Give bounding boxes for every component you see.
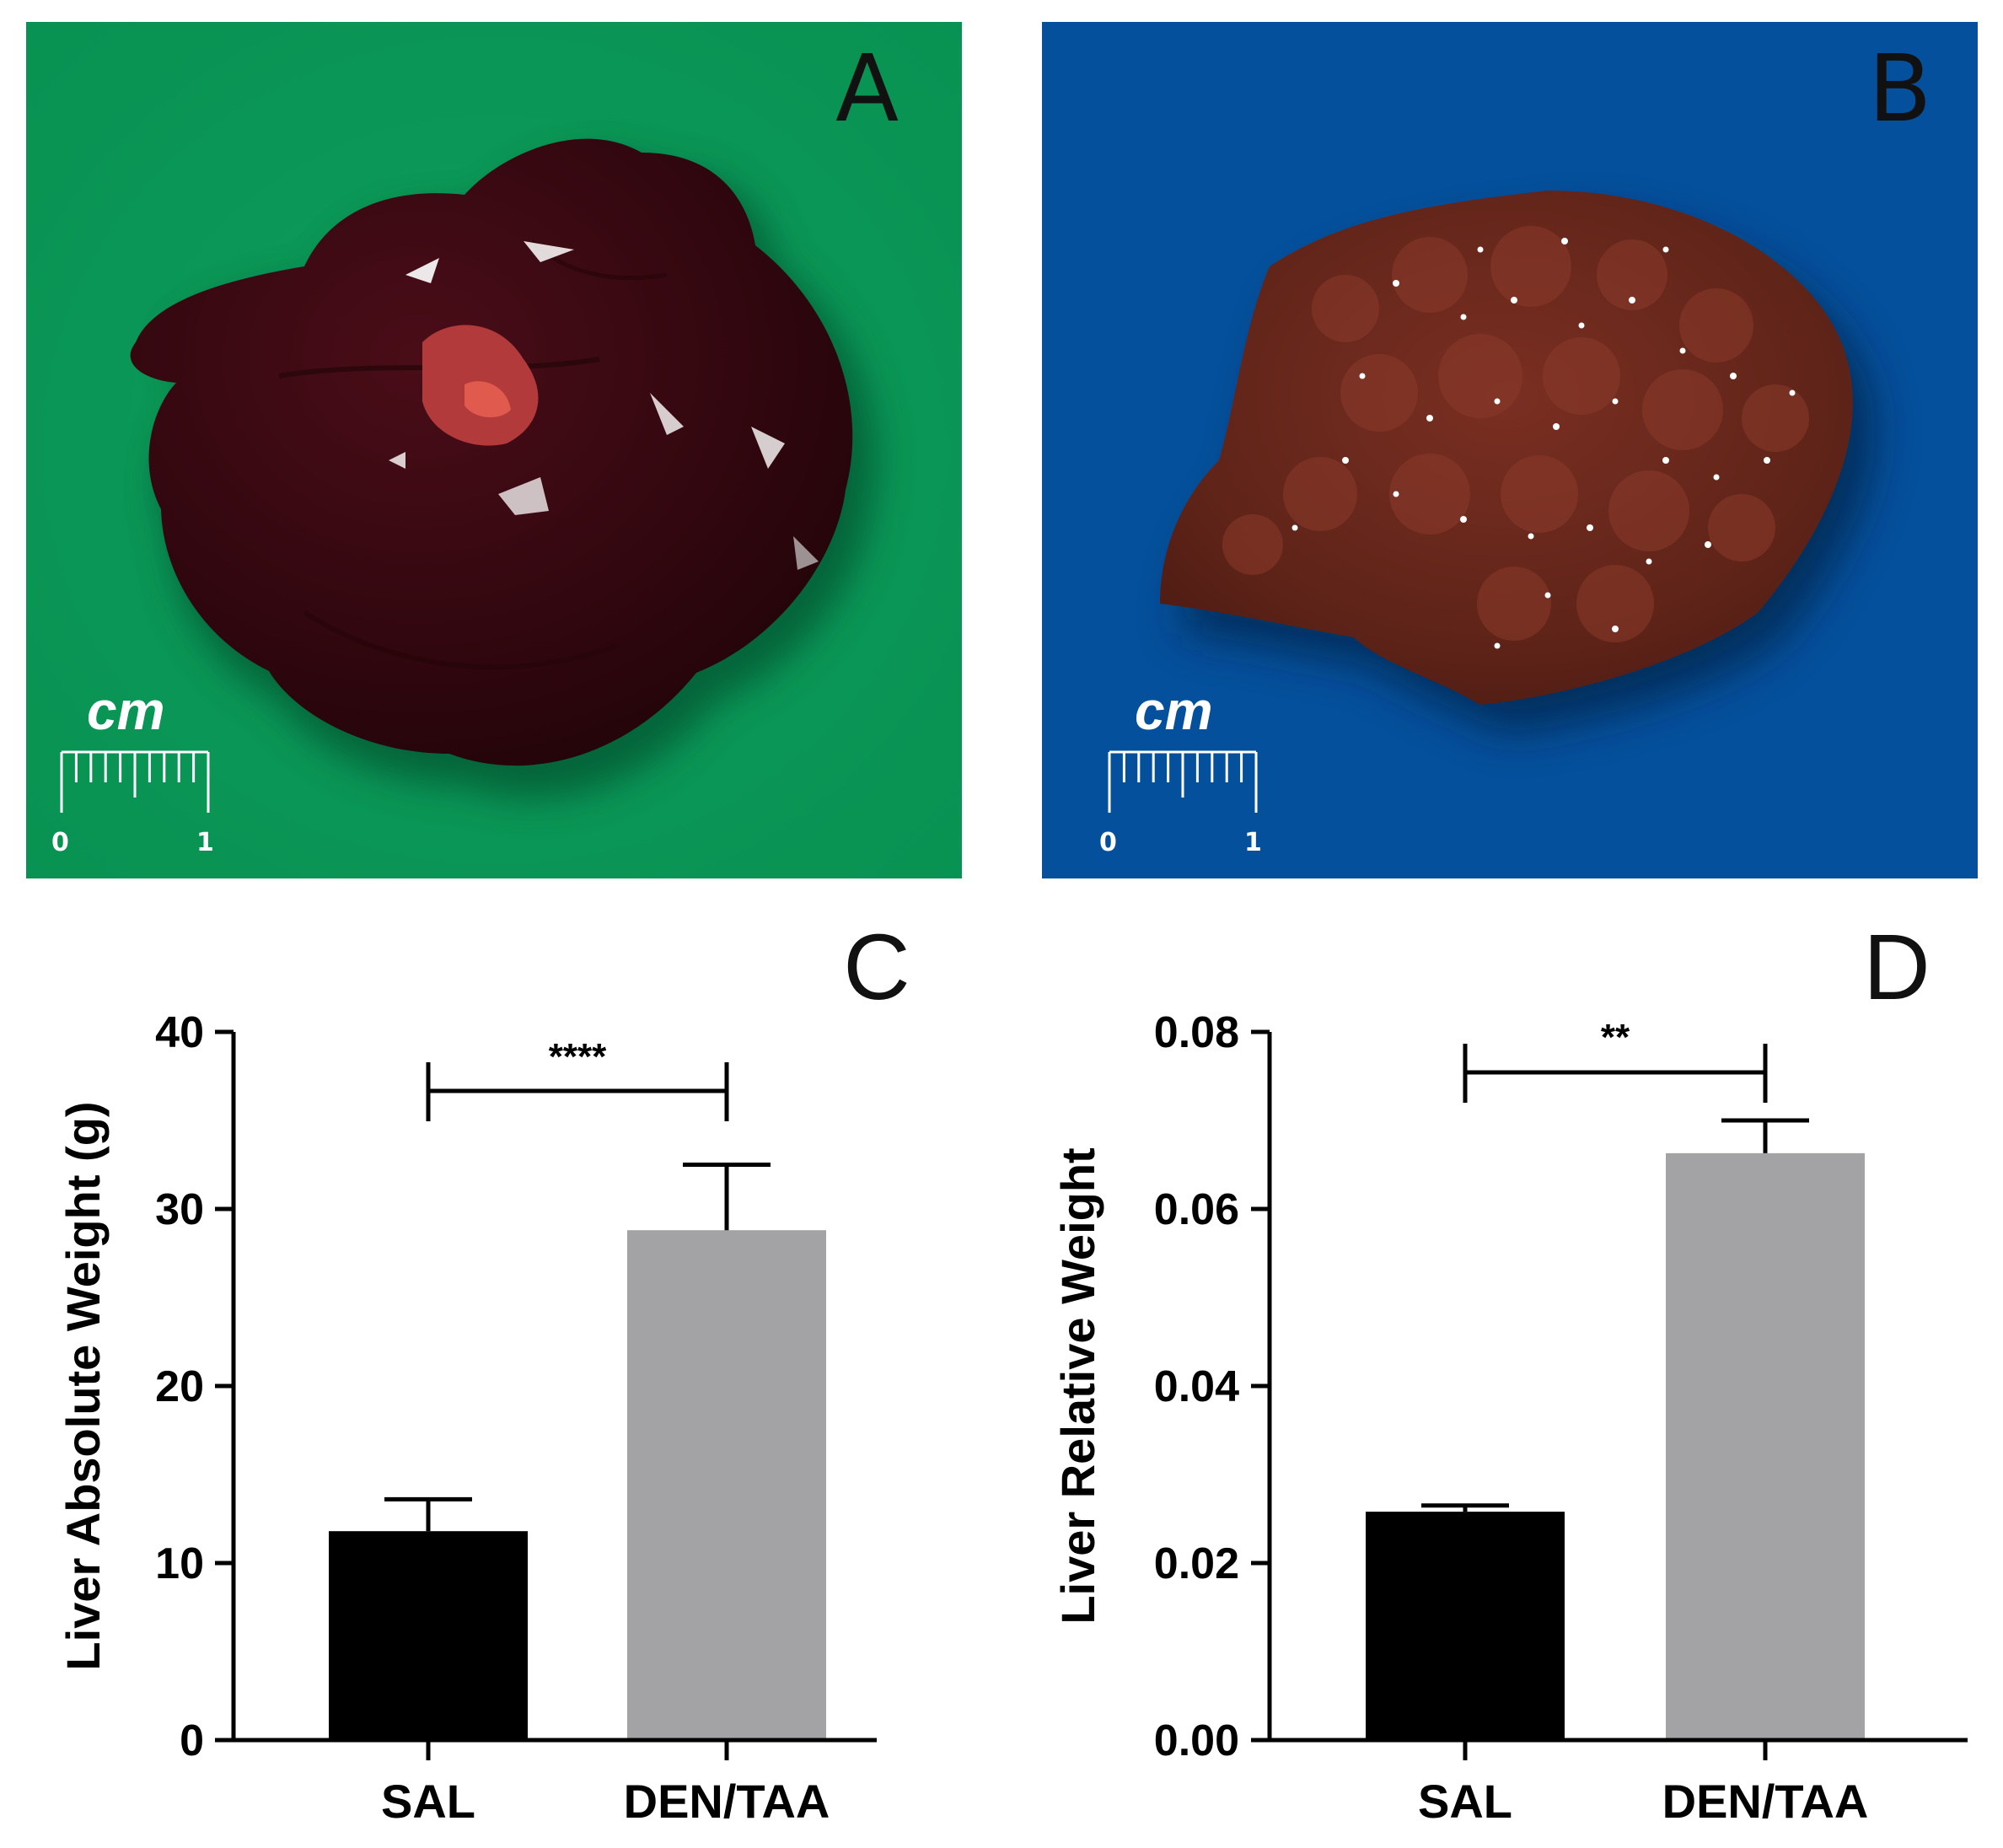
y-tick-label: 20 <box>155 1362 204 1411</box>
scale-tick-0-b: 0 <box>1099 828 1117 857</box>
chart-c: C 0 10 20 30 40 SAL DEN/TAA Liver Absolute Weigh… <box>56 916 910 1828</box>
x-tick-label: SAL <box>1418 1775 1512 1828</box>
y-tick-label: 10 <box>155 1539 204 1588</box>
bar-sal <box>1366 1512 1565 1740</box>
photo-panel-b: B cm 0 1 <box>1042 22 1978 878</box>
x-tick-label: SAL <box>381 1775 475 1828</box>
scale-unit-b: cm <box>1135 680 1213 741</box>
panel-label-c: C <box>843 916 910 1019</box>
y-tick-label: 0 <box>180 1716 204 1765</box>
bar-den-taa <box>627 1230 826 1740</box>
y-tick-label: 0.08 <box>1154 1008 1239 1057</box>
significance-stars: **** <box>549 1036 607 1077</box>
bar-sal <box>329 1531 528 1740</box>
photo-panel-a: A cm 0 1 <box>26 22 962 878</box>
scale-ruler-a <box>60 750 210 813</box>
y-tick-label: 0.04 <box>1154 1362 1239 1411</box>
y-tick-label: 0.06 <box>1154 1185 1239 1234</box>
y-tick-label: 40 <box>155 1008 204 1057</box>
panel-label-b: B <box>1868 35 1932 142</box>
panel-label-a: A <box>835 35 899 142</box>
y-axis-label: Liver Relative Weight <box>1051 1147 1104 1624</box>
x-tick-label: DEN/TAA <box>1662 1775 1869 1828</box>
liver-photo-b <box>1042 22 1978 878</box>
scale-tick-1-a: 1 <box>196 828 214 857</box>
bar-den-taa <box>1666 1152 1865 1740</box>
y-tick-label: 0.00 <box>1154 1716 1239 1765</box>
scale-ruler-b <box>1108 750 1258 813</box>
scale-unit-a: cm <box>87 680 165 741</box>
liver-photo-a <box>26 22 962 878</box>
x-tick-label: DEN/TAA <box>624 1775 830 1828</box>
scale-tick-1-b: 1 <box>1244 828 1262 857</box>
y-tick-label: 0.02 <box>1154 1539 1239 1588</box>
scale-tick-0-a: 0 <box>51 828 69 857</box>
y-axis-label: Liver Absolute Weight (g) <box>56 1101 110 1670</box>
significance-stars: ** <box>1601 1017 1630 1058</box>
chart-d: D 0.00 0.02 0.04 0.06 0.08 SAL DEN/TAA Liver Rel… <box>1051 916 1968 1828</box>
y-tick-label: 30 <box>155 1185 204 1234</box>
panel-label-d: D <box>1863 916 1930 1019</box>
